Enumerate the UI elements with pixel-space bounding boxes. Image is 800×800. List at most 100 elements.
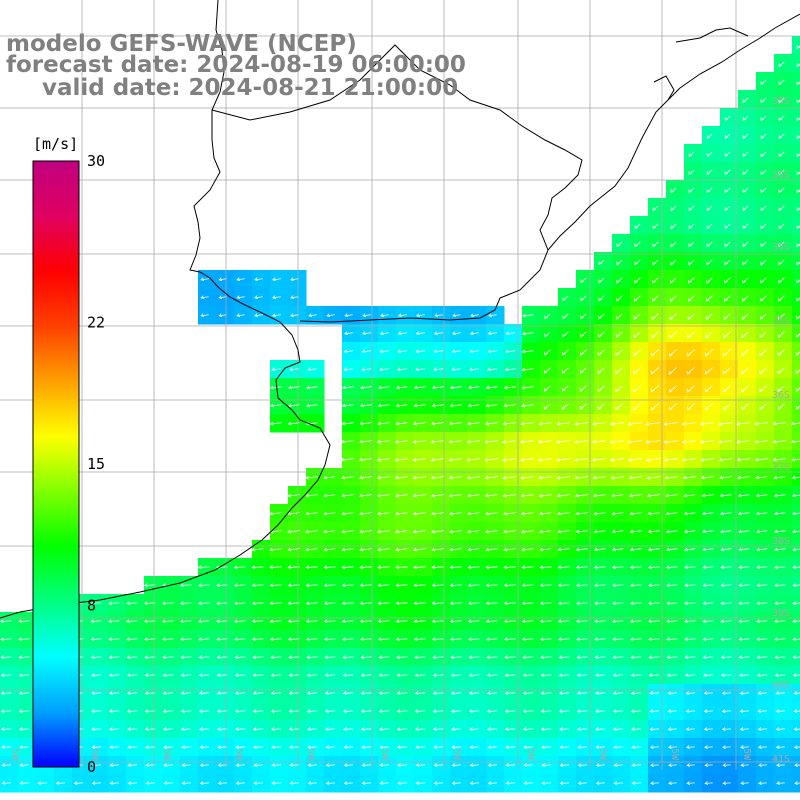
wind-arrow-head [685,727,690,731]
wind-arrow [128,764,138,766]
wind-arrow-head [378,691,383,696]
wind-arrow-head [580,352,584,356]
wind-arrow-head [631,763,636,768]
wind-arrow-head [108,691,113,696]
wind-arrow-head [413,583,418,588]
wind-arrow [540,620,552,622]
wind-arrow-head [759,316,764,320]
wind-arrow [74,782,83,784]
wind-arrow-head [323,529,328,534]
wind-arrow-head [539,637,544,642]
wind-arrow [594,566,606,568]
wind-arrow [252,638,264,640]
wind-arrow [774,476,786,479]
wind-arrow-head [469,331,474,336]
wind-arrow-head [144,673,149,678]
wind-arrow-head [452,313,457,318]
wind-arrow-head [724,243,728,248]
wind-arrow [396,584,408,586]
wind-arrow-head [432,691,437,696]
wind-arrow-head [341,439,346,444]
latitude-label: 37S [772,462,790,473]
wind-arrow [110,746,120,748]
wind-arrow [91,602,102,604]
wind-arrow [91,620,102,622]
wind-arrow [360,584,372,586]
wind-arrow-head [575,511,580,516]
wind-arrow [540,566,552,568]
wind-arrow [1,674,12,676]
wind-arrow-head [448,439,453,444]
wind-arrow-head [544,333,548,338]
wind-arrow [793,674,800,676]
wind-arrow-head [562,351,566,356]
wind-arrow-head [486,691,491,696]
wind-arrow-head [521,511,525,516]
wind-arrow [2,782,12,784]
wind-arrow-head [580,279,584,284]
wind-arrow [794,728,800,730]
wind-arrow [19,656,30,658]
wind-arrow [685,674,696,676]
wind-arrow [487,674,498,676]
wind-arrow-head [269,637,274,642]
wind-arrow [109,638,120,640]
wind-arrow-head [794,781,798,785]
wind-arrow-head [595,781,600,785]
wind-arrow [468,620,480,622]
wind-cell [792,90,800,109]
wind-arrow [397,728,408,730]
wind-arrow [110,782,120,784]
wind-arrow-head [668,781,672,785]
wind-arrow [343,728,354,730]
wind-arrow [503,530,516,533]
wind-arrow [416,782,426,784]
wind-arrow [612,566,624,568]
wind-arrow-head [341,565,346,570]
wind-arrow [254,764,264,766]
wind-arrow [360,620,372,622]
wind-cell [792,198,800,217]
wind-arrow-head [576,691,581,696]
wind-arrow [556,440,571,443]
wind-arrow [718,440,733,443]
wind-arrow-head [180,619,184,624]
longitude-labels: 5W 5W 5W 5W 5W 5W 5W 5W 5W 5W 5W [9,748,752,761]
wind-arrow-head [378,709,383,714]
wind-arrow [522,368,534,371]
wind-arrow [270,422,282,425]
wind-arrow-head [686,781,690,785]
wind-arrow [452,782,461,784]
wind-arrow [558,602,570,604]
wind-cell [792,72,800,91]
wind-arrow-head [796,63,800,68]
wind-arrow-head [778,63,782,68]
wind-arrow-head [469,745,474,750]
wind-arrow-head [217,745,222,750]
wind-arrow-head [251,583,256,588]
wind-arrow-head [395,547,399,552]
wind-arrow-head [396,673,401,678]
wind-arrow [235,728,246,730]
wind-arrow [577,692,588,694]
wind-arrow-head [376,439,381,444]
wind-arrow [558,638,570,640]
longitude-label: 5W [669,748,680,761]
wind-arrow-head [559,781,564,785]
wind-arrow-head [306,385,310,390]
wind-arrow-head [544,351,548,356]
wind-arrow-head [449,601,454,606]
wind-arrow-head [754,457,759,462]
wind-arrow [757,656,768,658]
wind-arrow-head [684,583,689,588]
wind-arrow-head [415,367,419,372]
wind-arrow [648,566,660,568]
wind-arrow-head [234,637,238,642]
wind-arrow-head [91,781,96,785]
wind-arrow-head [645,421,650,426]
wind-arrow-head [412,511,417,516]
wind-arrow-head [634,225,639,230]
wind-arrow [290,782,300,784]
wind-arrow-head [412,493,417,498]
wind-arrow-head [502,475,507,480]
